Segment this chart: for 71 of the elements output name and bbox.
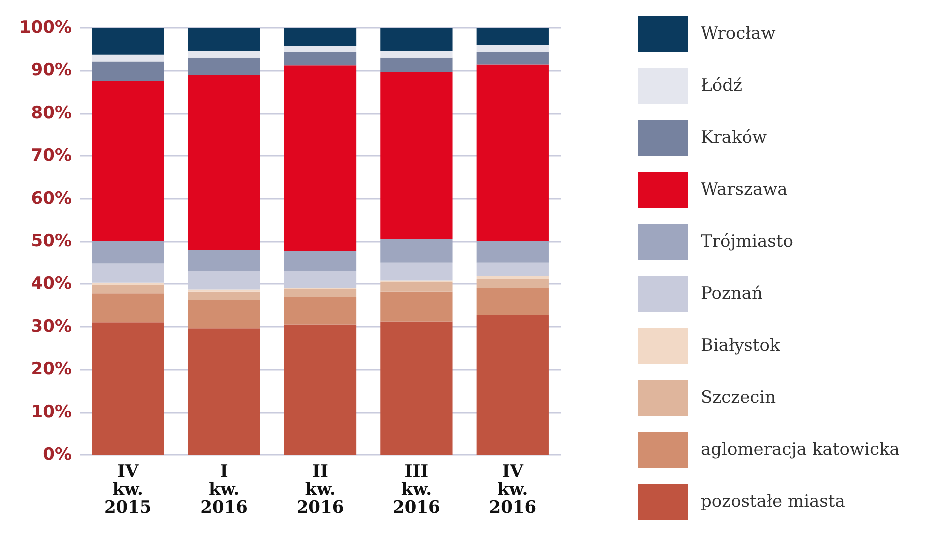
bar (284, 324, 357, 455)
y-tick-label: 100% (19, 18, 72, 38)
bar (92, 54, 164, 62)
y-tick-label: 60% (31, 188, 72, 209)
bar (284, 297, 357, 325)
bar (188, 58, 260, 76)
legend-label: Warszawa (701, 180, 788, 200)
bar (476, 242, 549, 263)
bar (476, 262, 549, 276)
legend-label: Kraków (701, 128, 768, 148)
bar (380, 262, 453, 281)
y-tick-label: 30% (31, 316, 72, 337)
legend-label: Poznań (701, 284, 764, 304)
y-tick-label: 70% (31, 146, 72, 166)
bar (92, 28, 164, 55)
bar (380, 282, 453, 292)
x-tick-label: IV kw. 2016 (489, 462, 537, 518)
bar (188, 28, 260, 52)
bar (92, 294, 164, 323)
bar (476, 52, 549, 65)
x-tick-label: I kw. 2016 (200, 462, 248, 518)
bar (92, 242, 164, 264)
x-tick-label: III kw. 2016 (393, 462, 440, 518)
legend-label: Wrocław (701, 24, 776, 44)
bar (380, 322, 453, 455)
bar (476, 46, 549, 52)
bar (476, 64, 549, 242)
bar (380, 72, 453, 240)
legend-label: Łódź (701, 76, 742, 96)
x-tick-label: IV kw. 2015 (104, 462, 152, 518)
y-tick-label: 20% (31, 360, 72, 380)
bar (92, 62, 164, 81)
bar (284, 289, 357, 298)
bar (188, 328, 260, 455)
bar (92, 80, 164, 242)
legend-label: Szczecin (701, 388, 776, 408)
bar (380, 51, 453, 58)
bar (380, 28, 453, 52)
bar (188, 292, 260, 300)
bar (284, 46, 357, 52)
y-tick-label: 50% (31, 232, 72, 252)
y-tick-label: 80% (31, 103, 72, 124)
bar (476, 28, 549, 46)
legend-label: Białystok (701, 336, 781, 356)
bar (92, 322, 164, 455)
y-tick-label: 0% (43, 445, 72, 465)
y-tick-label: 90% (31, 60, 72, 81)
bar (92, 282, 164, 286)
bar (476, 288, 549, 315)
bar (380, 58, 453, 72)
bar (284, 66, 357, 252)
legend-label: Trójmiasto (701, 232, 794, 252)
y-tick-label: 10% (31, 402, 72, 422)
bar (284, 52, 357, 66)
bar (188, 250, 260, 272)
bar (380, 292, 453, 322)
bar (380, 239, 453, 263)
bar (284, 28, 357, 46)
x-tick-label: II kw. 2016 (296, 462, 344, 518)
legend-label: aglomeracja katowicka (701, 440, 900, 460)
bar (476, 314, 549, 455)
bar (476, 279, 549, 288)
y-tick-label: 40% (31, 274, 72, 294)
legend-label: pozostałe miasta (701, 492, 846, 512)
bar (92, 285, 164, 294)
bar (284, 251, 357, 272)
bar (476, 276, 549, 280)
bar (188, 51, 260, 58)
bar (188, 75, 260, 250)
bar (92, 264, 164, 283)
bar (188, 300, 260, 329)
